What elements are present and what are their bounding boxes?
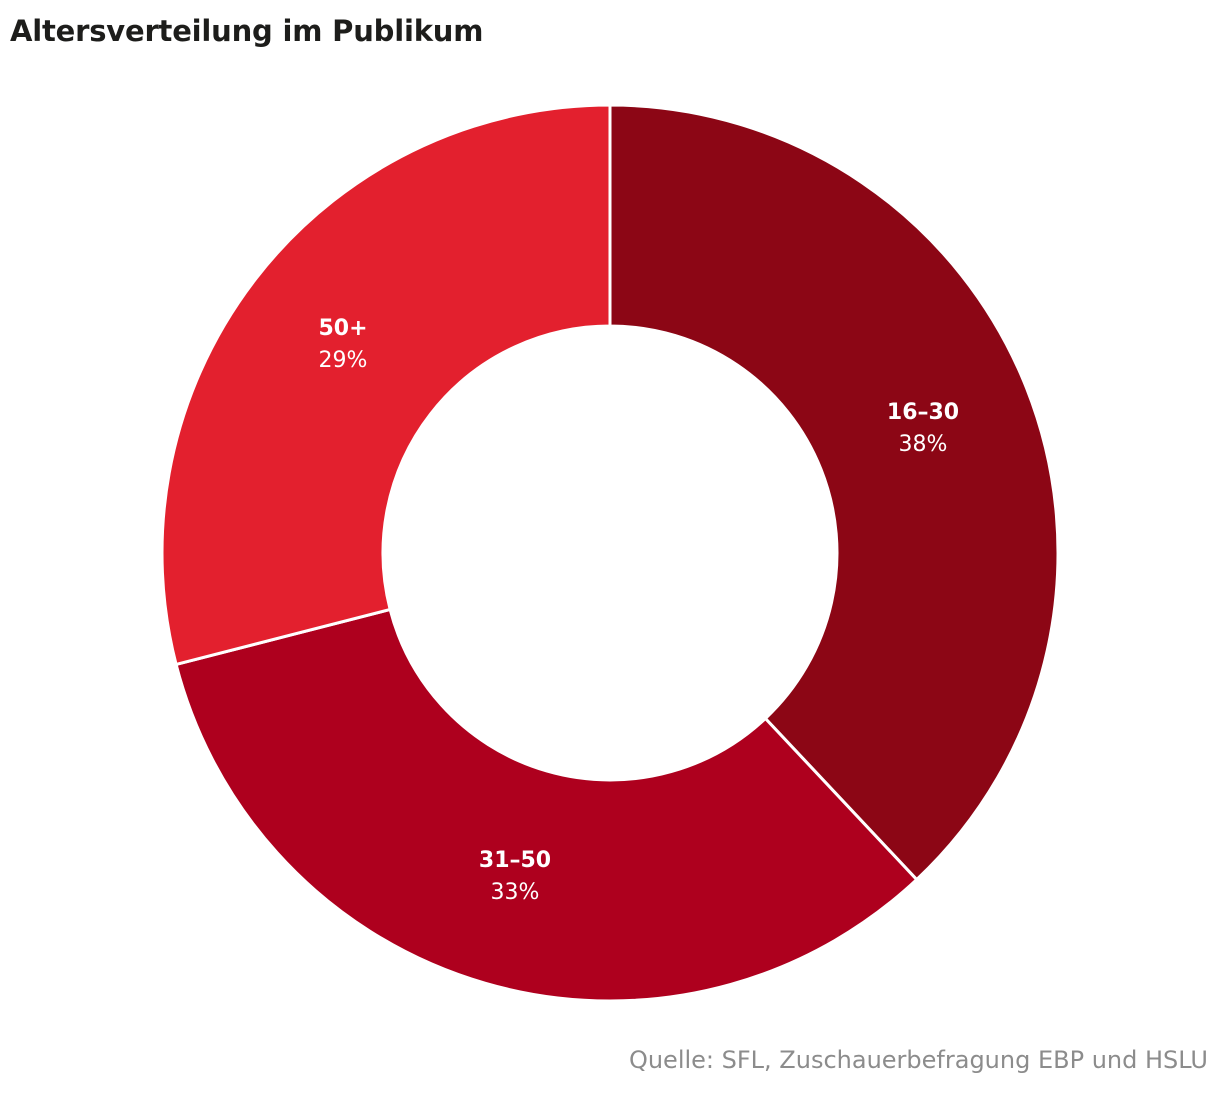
slice-category-label: 31–50 (478, 848, 552, 873)
slice-label: 50+ 29% (318, 318, 367, 372)
chart-title: Altersverteilung im Publikum (10, 14, 484, 48)
slice-label: 31–50 33% (479, 850, 551, 904)
donut-slice-16-30 (608, 103, 1060, 882)
slice-category-label: 50+ (318, 316, 368, 341)
slice-percent-label: 38% (898, 432, 948, 457)
source-note: Quelle: SFL, Zuschauerbefragung EBP und … (628, 1046, 1208, 1074)
slice-category-label: 16–30 (886, 400, 960, 425)
slice-percent-label: 33% (490, 880, 540, 905)
slice-percent-label: 29% (318, 348, 368, 373)
donut-slice-50plus (160, 103, 612, 667)
donut-slices (160, 103, 1060, 1003)
slice-label: 16–30 38% (887, 402, 959, 456)
donut-slice-31-50 (174, 607, 919, 1003)
